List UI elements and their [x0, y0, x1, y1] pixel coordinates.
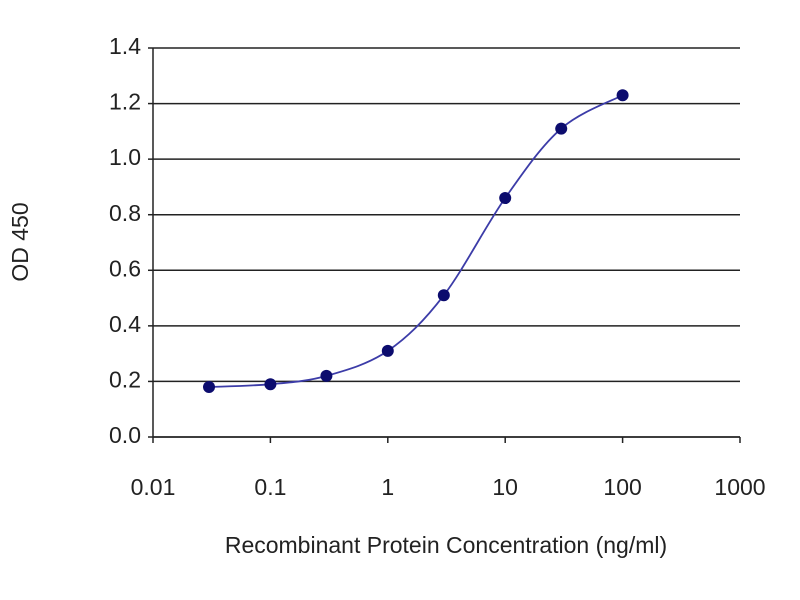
x-axis-label: Recombinant Protein Concentration (ng/ml…: [225, 532, 667, 558]
data-point: [616, 89, 629, 102]
x-tick-label: 1: [381, 474, 394, 500]
x-tick-label: 10: [492, 474, 518, 500]
data-point: [437, 289, 450, 302]
x-tick-label: 0.01: [131, 474, 176, 500]
data-point: [381, 344, 394, 357]
x-tick-label: 1000: [714, 474, 765, 500]
data-point: [203, 380, 216, 393]
data-point: [555, 122, 568, 135]
fit-curve: [208, 94, 624, 388]
y-tick-label: 0.6: [109, 255, 141, 281]
y-tick-label: 1.4: [109, 33, 141, 59]
data-point: [264, 378, 277, 391]
y-tick-label: 0.8: [109, 200, 141, 226]
x-tick-label: 100: [603, 474, 641, 500]
x-tick-label: 0.1: [254, 474, 286, 500]
y-axis-label: OD 450: [7, 202, 33, 281]
y-tick-label: 1.2: [109, 89, 141, 115]
data-point: [499, 192, 512, 205]
y-tick-label: 0.4: [109, 311, 141, 337]
y-tick-label: 0.2: [109, 367, 141, 393]
y-tick-label: 0.0: [109, 422, 141, 448]
data-point: [320, 369, 333, 382]
y-tick-label: 1.0: [109, 144, 141, 170]
